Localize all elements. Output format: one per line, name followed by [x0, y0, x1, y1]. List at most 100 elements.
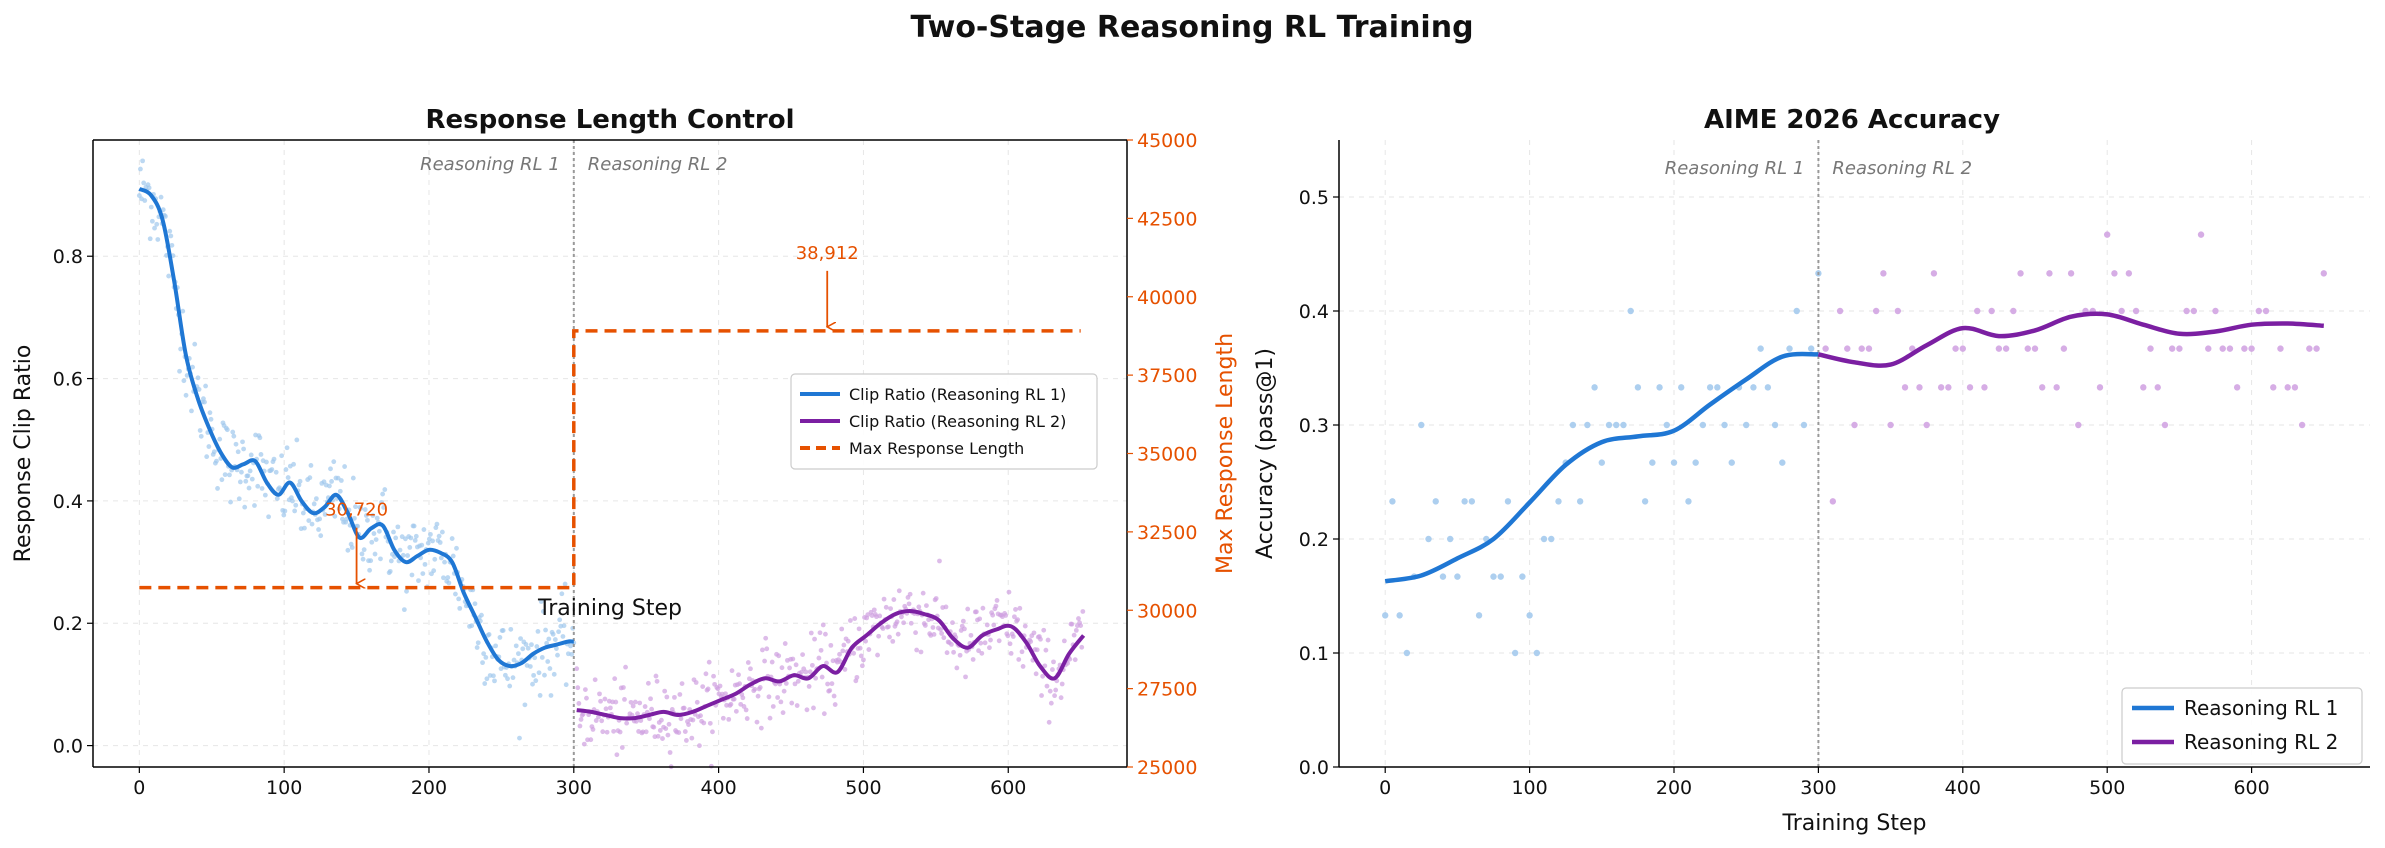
- scatter-point-rl2: [693, 680, 699, 685]
- scatter-point-rl1: [149, 218, 155, 224]
- scatter-point-rl1: [309, 521, 315, 527]
- scatter-point-rl2: [1048, 700, 1054, 706]
- scatter-point-rl1: [475, 640, 481, 646]
- scatter-point-rl2: [880, 626, 886, 631]
- scatter-point-rl2: [764, 646, 770, 652]
- scatter-point-rl1: [422, 561, 428, 567]
- scatter-point-reasoning-rl1: [1649, 459, 1656, 466]
- scatter-point-rl2: [845, 638, 851, 644]
- scatter-point-rl2: [676, 730, 682, 735]
- scatter-point-rl2: [703, 671, 709, 677]
- scatter-point-reasoning-rl2: [2205, 345, 2212, 352]
- scatter-point-rl2: [1076, 616, 1081, 621]
- scatter-point-rl2: [694, 699, 700, 705]
- scatter-point-rl1: [381, 505, 387, 510]
- scatter-point-rl1: [242, 504, 248, 510]
- scatter-point-rl2: [622, 697, 627, 702]
- scatter-point-rl1: [441, 575, 446, 581]
- right-panel-title: AIME 2026 Accuracy: [1704, 105, 2000, 135]
- scatter-point-rl1: [378, 556, 383, 562]
- scatter-point-reasoning-rl1: [1634, 384, 1642, 391]
- scatter-point-reasoning-rl1: [1641, 498, 1649, 505]
- scatter-point-rl2: [890, 638, 896, 644]
- scatter-point-rl2: [871, 607, 877, 613]
- scatter-point-rl2: [729, 668, 735, 674]
- x-tick-label: 600: [2233, 777, 2269, 799]
- scatter-point-rl1: [543, 627, 548, 633]
- scatter-point-rl1: [430, 538, 435, 544]
- scatter-point-rl2: [1010, 634, 1016, 639]
- scatter-point-rl1: [445, 575, 451, 580]
- scatter-point-rl2: [806, 684, 812, 689]
- scatter-point-rl1: [358, 506, 364, 511]
- scatter-point-rl1: [525, 645, 531, 651]
- scatter-point-rl1: [329, 479, 334, 484]
- scatter-point-reasoning-rl2: [2154, 384, 2161, 391]
- scatter-point-rl2: [588, 737, 594, 743]
- scatter-point-reasoning-rl1: [1591, 384, 1598, 391]
- scatter-point-reasoning-rl2: [2024, 345, 2031, 352]
- scatter-point-reasoning-rl2: [1880, 270, 1887, 277]
- scatter-point-rl2: [1019, 649, 1025, 655]
- scatter-point-rl2: [949, 641, 954, 647]
- scatter-point-rl2: [613, 699, 619, 705]
- scatter-point-rl2: [965, 606, 971, 612]
- scatter-point-reasoning-rl1: [1454, 573, 1461, 580]
- scatter-point-rl2: [1038, 636, 1043, 642]
- scatter-point-rl1: [360, 556, 366, 562]
- scatter-point-rl1: [442, 559, 447, 565]
- scatter-point-reasoning-rl2: [2010, 307, 2017, 315]
- scatter-point-reasoning-rl1: [1555, 498, 1562, 505]
- scatter-point-rl2: [707, 720, 713, 726]
- scatter-point-rl1: [393, 535, 399, 541]
- y-tick-label: 0.0: [1299, 757, 1329, 779]
- scatter-point-rl2: [896, 588, 902, 594]
- scatter-point-rl2: [607, 705, 613, 711]
- scatter-point-reasoning-rl1: [1728, 459, 1735, 466]
- scatter-point-rl1: [372, 551, 378, 557]
- scatter-point-rl1: [235, 449, 241, 455]
- scatter-point-rl2: [1015, 617, 1021, 623]
- scatter-point-reasoning-rl1: [1627, 307, 1634, 315]
- x-tick-label: 0: [1379, 777, 1391, 799]
- scatter-point-reasoning-rl2: [2046, 270, 2053, 277]
- scatter-point-reasoning-rl1: [1576, 498, 1584, 505]
- scatter-point-rl1: [421, 527, 427, 532]
- scatter-point-rl1: [215, 486, 220, 491]
- scatter-point-rl1: [302, 525, 307, 531]
- scatter-point-reasoning-rl1: [1692, 459, 1699, 466]
- scatter-point-rl2: [931, 631, 937, 637]
- scatter-point-rl2: [881, 596, 887, 602]
- scatter-point-rl2: [875, 652, 880, 658]
- scatter-point-rl1: [353, 504, 358, 510]
- scatter-point-reasoning-rl2: [2277, 345, 2284, 352]
- scatter-point-rl1: [203, 383, 208, 389]
- left-ticks: 0 100 200 300 400 500 600 0.0 0.2 0.4 0.6 0.8 25000 2…: [53, 130, 1198, 799]
- scatter-point-rl1: [486, 632, 492, 637]
- scatter-point-rl2: [854, 674, 860, 680]
- left-legend-box: [790, 373, 1098, 470]
- scatter-point-rl1: [480, 660, 485, 666]
- scatter-point-rl2: [635, 711, 640, 717]
- scatter-point-reasoning-rl1: [1714, 384, 1721, 391]
- scatter-point-rl2: [770, 704, 776, 709]
- scatter-point-rl2: [726, 716, 732, 722]
- scatter-point-reasoning-rl2: [1945, 384, 1952, 391]
- scatter-point-rl1: [337, 488, 343, 494]
- scatter-point-rl2: [842, 667, 848, 672]
- scatter-point-reasoning-rl2: [1829, 498, 1837, 505]
- scatter-point-reasoning-rl1: [1757, 345, 1764, 352]
- scatter-point-rl1: [138, 166, 143, 172]
- scatter-point-rl1: [231, 433, 237, 439]
- scatter-point-rl2: [733, 708, 739, 714]
- scatter-point-rl1: [502, 672, 508, 678]
- scatter-point-rl1: [146, 185, 152, 191]
- right-tick-label: 42500: [1137, 208, 1197, 230]
- scatter-point-rl2: [941, 635, 947, 641]
- scatter-point-rl2: [781, 688, 787, 694]
- scatter-point-rl2: [1043, 647, 1049, 653]
- left-annotations: [357, 270, 828, 584]
- aime-accuracy-panel: AIME 2026 Accuracy 0 100 200 300 400 500 600 0.…: [1253, 105, 2370, 836]
- scatter-point-rl2: [597, 691, 602, 697]
- scatter-point-rl2: [863, 638, 869, 644]
